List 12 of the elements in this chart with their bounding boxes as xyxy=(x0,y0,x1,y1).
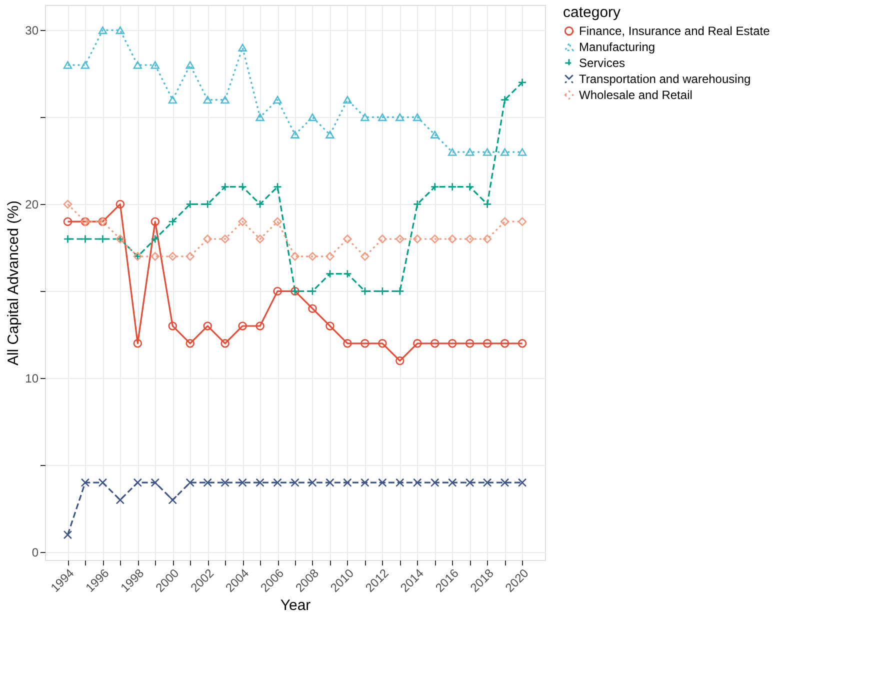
x-axis-title: Year xyxy=(280,597,311,614)
legend-label: Manufacturing xyxy=(579,40,656,54)
legend-label: Services xyxy=(579,56,626,70)
legend-label: Finance, Insurance and Real Estate xyxy=(579,24,770,38)
legend-label: Wholesale and Retail xyxy=(579,88,692,102)
legend-title: category xyxy=(563,4,622,21)
y-tick-label: 30 xyxy=(25,24,39,38)
y-tick-label: 0 xyxy=(32,546,39,560)
y-tick-label: 20 xyxy=(25,198,39,212)
y-axis-title: All Capital Advanced (%) xyxy=(5,200,22,366)
legend-label: Transportation and warehousing xyxy=(579,72,751,86)
y-tick-label: 10 xyxy=(25,372,39,386)
